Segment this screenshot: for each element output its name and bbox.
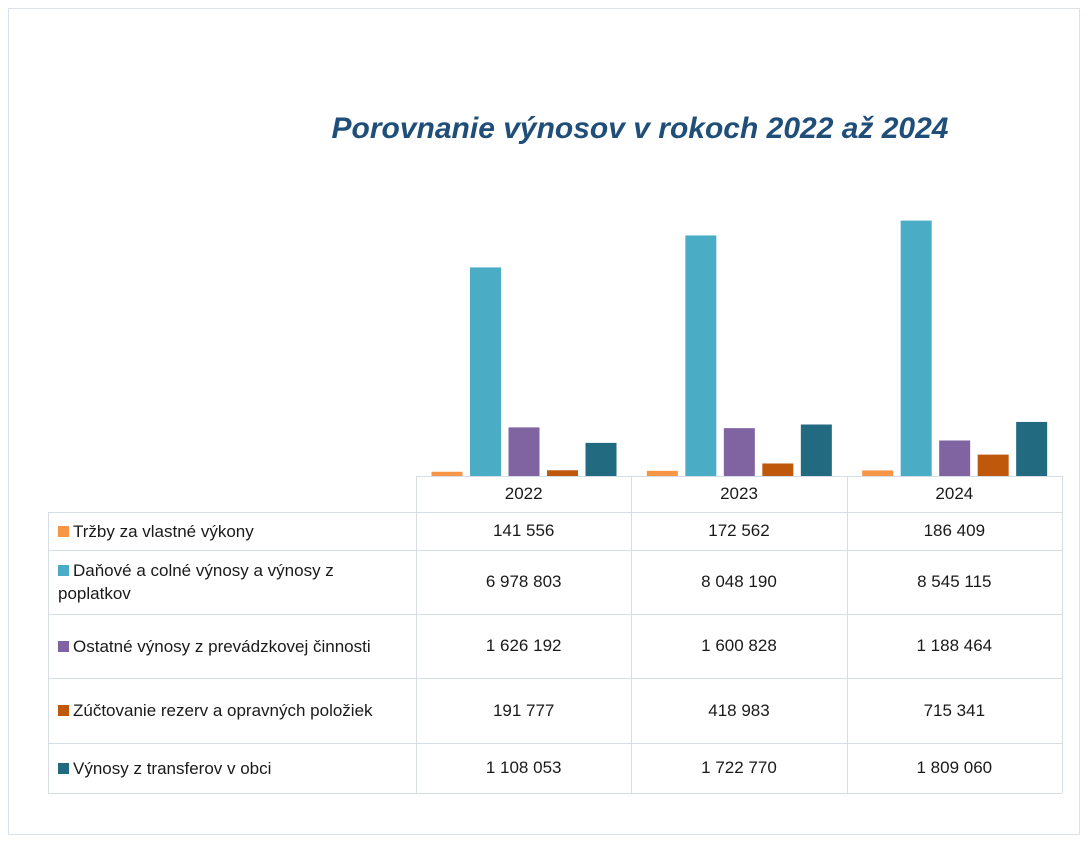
table-border <box>48 512 49 793</box>
legend-key <box>58 640 69 652</box>
legend-label: Výnosy z transferov v obci <box>73 758 272 778</box>
legend-key <box>58 525 69 537</box>
table-border <box>416 476 417 793</box>
legend-entry: Výnosy z transferov v obci <box>58 757 271 780</box>
legend-entry: Tržby za vlastné výkony <box>58 520 254 543</box>
bar <box>547 470 578 476</box>
bar <box>508 427 540 476</box>
table-border <box>48 743 1062 744</box>
bar <box>431 471 463 476</box>
value-label: 715 341 <box>923 700 986 720</box>
row-label: Daňové a colné výnosy a výnosy z poplatk… <box>48 550 416 614</box>
legend-entry: Zúčtovanie rezerv a opravných položiek <box>58 699 373 722</box>
table-border <box>48 678 1062 679</box>
value-label: 1 188 464 <box>916 636 993 655</box>
value-label: 6 978 803 <box>485 572 562 591</box>
column-header: 2023 <box>720 484 758 503</box>
column-header: 2024 <box>935 484 974 503</box>
table-border <box>48 793 1062 794</box>
legend-label: Zúčtovanie rezerv a opravných položiek <box>73 701 373 720</box>
column-header: 2022 <box>504 484 543 503</box>
row-label: Tržby za vlastné výkony <box>48 512 416 550</box>
value-label: 8 545 115 <box>917 572 992 591</box>
legend-label: Tržby za vlastné výkony <box>73 521 254 541</box>
bar <box>470 267 501 476</box>
table-border <box>48 614 1062 615</box>
row-label: Výnosy z transferov v obci <box>48 743 416 793</box>
value-label: 8 048 190 <box>701 572 777 591</box>
value-label: 1 600 828 <box>701 636 777 655</box>
value-label: 1 626 192 <box>485 636 562 655</box>
table-border <box>416 476 1062 477</box>
bar <box>900 220 932 476</box>
value-label: 141 556 <box>492 521 555 540</box>
row-label: Ostatné výnosy z prevádzkovej činnosti <box>48 614 416 678</box>
bar <box>862 470 894 476</box>
legend-label: Ostatné výnosy z prevádzkovej činnosti <box>73 636 371 656</box>
legend-entry: Daňové a colné výnosy a výnosy z poplatk… <box>58 559 376 605</box>
legend-key <box>58 565 69 576</box>
bar <box>585 442 617 476</box>
chart-title: Porovnanie výnosov v rokoch 2022 až 2024 <box>331 112 949 145</box>
value-label: 1 108 053 <box>485 758 562 777</box>
bar <box>977 454 1009 476</box>
bar <box>939 440 971 476</box>
bar <box>1016 421 1048 476</box>
bar <box>646 470 678 476</box>
value-label: 418 983 <box>708 700 770 720</box>
value-label: 186 409 <box>923 521 986 540</box>
legend-key <box>58 762 69 774</box>
bar <box>723 428 755 476</box>
value-label: 191 777 <box>492 700 555 720</box>
table-border <box>48 512 1062 513</box>
bar <box>685 235 717 476</box>
table-border <box>48 550 1062 551</box>
table-border <box>846 476 848 793</box>
value-label: 1 809 060 <box>916 758 993 777</box>
legend-label: Daňové a colné výnosy a výnosy z poplatk… <box>58 561 334 603</box>
value-label: 172 562 <box>708 521 770 540</box>
legend-entry: Ostatné výnosy z prevádzkovej činnosti <box>58 635 371 658</box>
row-label: Zúčtovanie rezerv a opravných položiek <box>48 678 416 743</box>
bar <box>800 424 832 476</box>
value-label: 1 722 770 <box>701 758 777 777</box>
table-border <box>1062 476 1063 793</box>
legend-key <box>58 705 69 716</box>
table-border <box>631 476 633 793</box>
chart-frame <box>8 8 1080 835</box>
bar <box>762 463 794 476</box>
